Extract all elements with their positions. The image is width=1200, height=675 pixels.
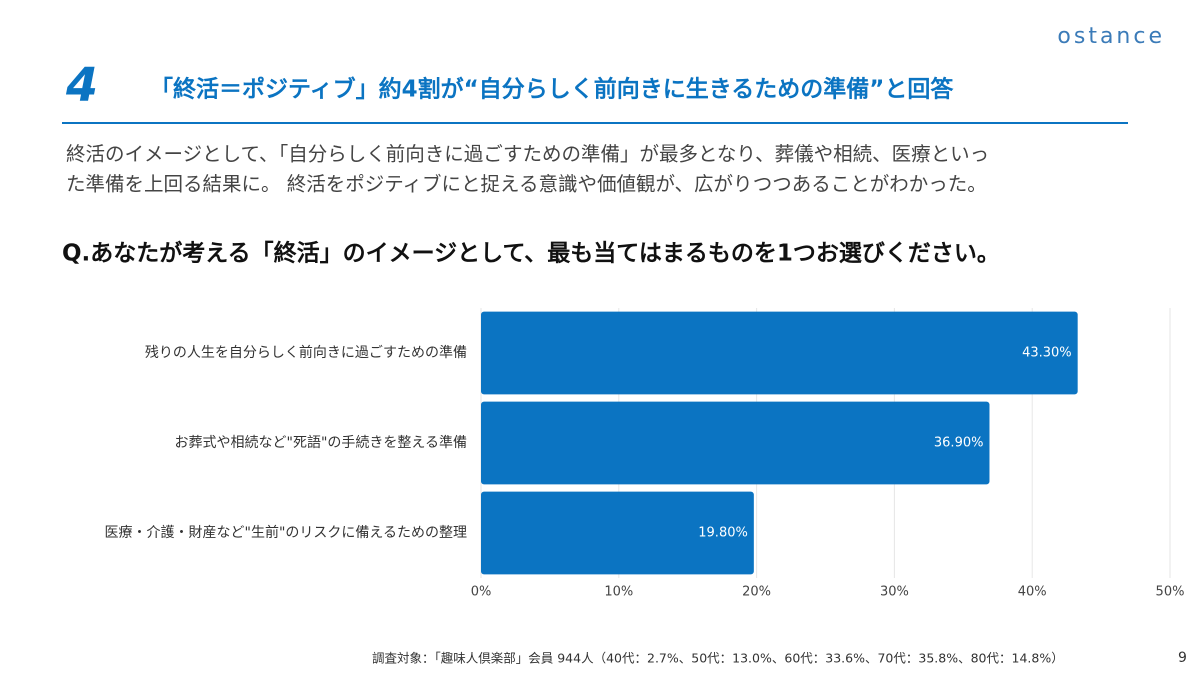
y-tick-label: お葬式や相続など"死語"の手続きを整える準備: [175, 434, 467, 451]
description-line: 終活のイメージとして、「自分らしく前向きに過ごすための準備」が最多となり、葬儀や…: [66, 143, 989, 166]
section-number: 4: [65, 58, 98, 112]
x-tick-label: 40%: [1018, 585, 1047, 600]
page-number: 9: [1178, 650, 1187, 666]
logo: ostance: [1057, 24, 1165, 49]
value-label: 36.90%: [934, 436, 984, 451]
x-tick-label: 0%: [471, 585, 492, 600]
description-line: た準備を上回る結果に。 終活をポジティブにと捉える意識や価値観が、広がりつつある…: [66, 173, 987, 196]
footnote: 調査対象：「趣味人倶楽部」会員 944人（40代：2.7%、50代：13.0%、…: [372, 651, 1064, 666]
question: Q.あなたが考える「終活」のイメージとして、最も当てはまるものを1つお選びくださ…: [62, 240, 1000, 267]
x-tick-label: 20%: [742, 585, 771, 600]
value-label: 43.30%: [1022, 346, 1072, 361]
x-tick-label: 50%: [1156, 585, 1185, 600]
x-tick-label: 10%: [604, 585, 633, 600]
y-tick-label: 医療・介護・財産など"生前"のリスクに備えるための整理: [105, 524, 467, 541]
value-label: 19.80%: [698, 526, 748, 541]
headline: 「終活＝ポジティブ」約4割が“自分らしく前向きに生きるための準備”と回答: [150, 76, 954, 103]
y-tick-label: 残りの人生を自分らしく前向きに過ごすための準備: [145, 344, 467, 361]
bar: [481, 311, 1078, 395]
bar: [481, 401, 990, 485]
x-tick-label: 30%: [880, 585, 909, 600]
bar: [481, 491, 754, 575]
